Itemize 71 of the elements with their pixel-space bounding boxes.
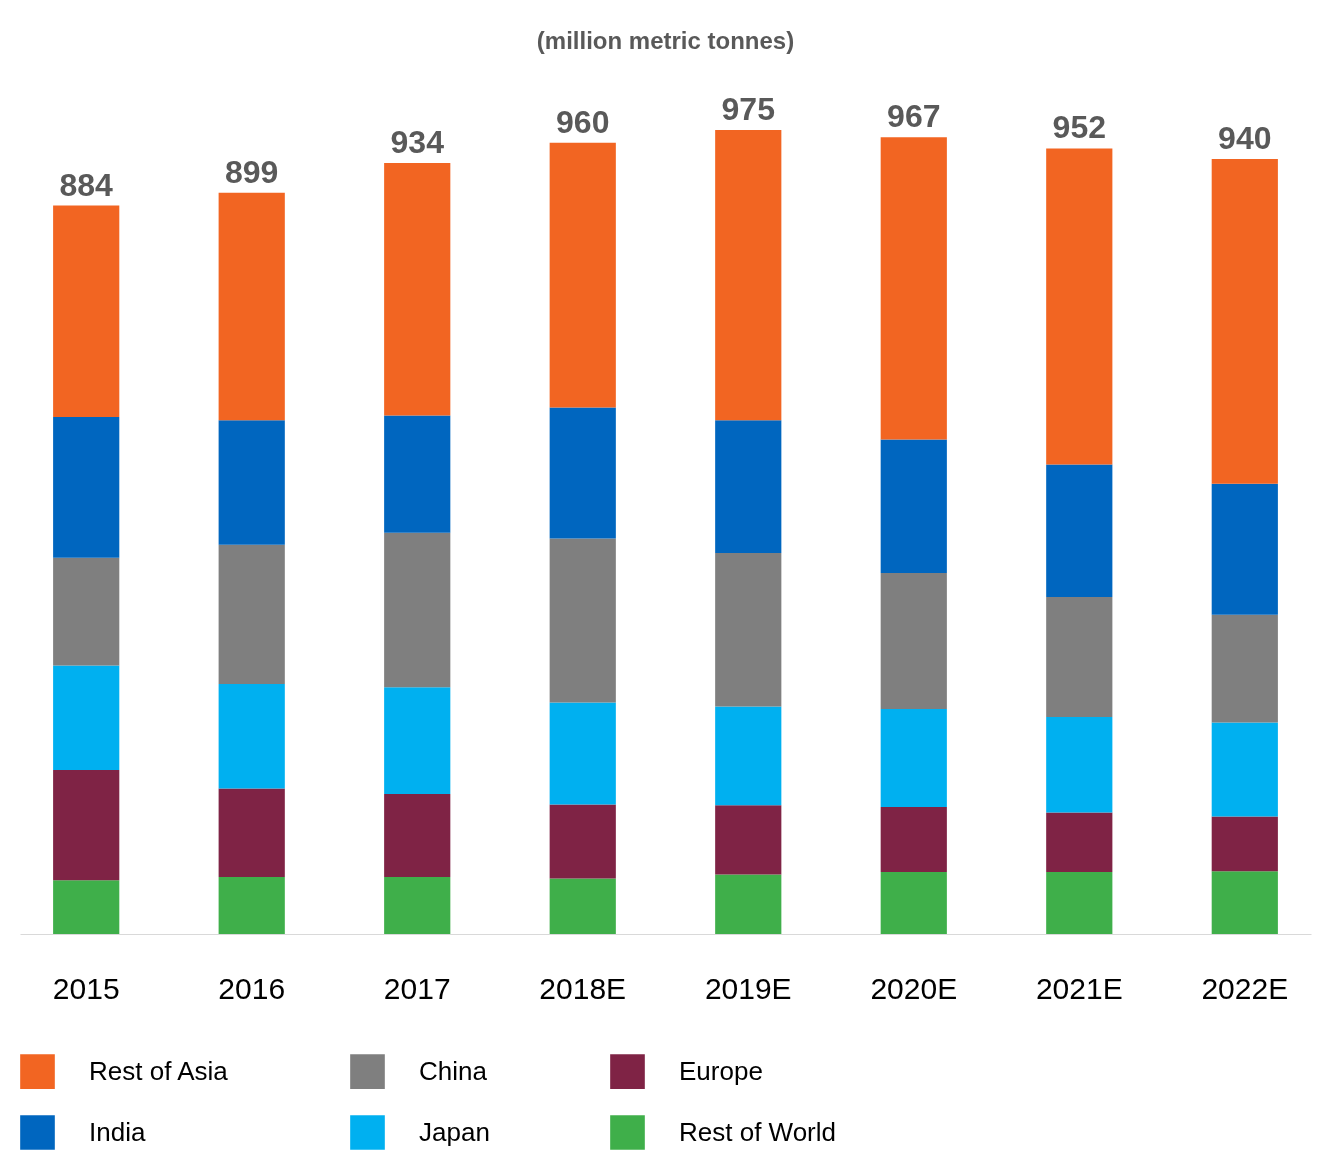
- bar: [715, 552, 782, 707]
- bar: [1211, 614, 1278, 723]
- bar: [880, 573, 947, 709]
- x-tick-label: 2015: [52, 971, 120, 1005]
- legend-label: Rest of Asia: [89, 1055, 229, 1086]
- annotation: 967: [887, 98, 941, 135]
- legend-label: Japan: [419, 1116, 490, 1147]
- x-tick-label: 2017: [383, 971, 451, 1005]
- legend-label: China: [419, 1055, 488, 1086]
- bar: [715, 805, 782, 875]
- x-tick-label: 2020E: [870, 971, 958, 1005]
- bar: [53, 880, 120, 934]
- bar: [1046, 148, 1113, 465]
- x-tick-label: 2021E: [1035, 971, 1123, 1005]
- bar: [880, 872, 947, 934]
- bar: [715, 130, 782, 421]
- bar: [1211, 816, 1278, 872]
- bar: [384, 415, 451, 533]
- bar: [384, 687, 451, 795]
- bar: [218, 876, 285, 934]
- annotation: 884: [59, 166, 114, 203]
- bar: [549, 538, 616, 703]
- annotation: 940: [1218, 119, 1272, 156]
- bar: [1211, 483, 1278, 615]
- bar: [715, 420, 782, 553]
- bar: [1046, 464, 1113, 598]
- bar: [384, 876, 451, 934]
- bar: [218, 192, 285, 421]
- bar: [715, 706, 782, 806]
- bar: [53, 665, 120, 770]
- bar: [1046, 716, 1113, 813]
- x-tick-label: 2016: [218, 971, 286, 1005]
- bar: [880, 708, 947, 807]
- bar: [715, 874, 782, 934]
- bar: [1211, 158, 1278, 484]
- x-tick-label: 2019E: [704, 971, 792, 1005]
- bar: [218, 683, 285, 789]
- bar: [880, 439, 947, 573]
- bar: [1211, 871, 1278, 934]
- bar: [549, 407, 616, 539]
- bar: [218, 788, 285, 877]
- legend-label: Rest of World: [679, 1116, 837, 1147]
- annotation: 899: [225, 153, 279, 190]
- bar: [549, 702, 616, 805]
- x-tick-label: 2018E: [539, 971, 627, 1005]
- bar: [384, 794, 451, 877]
- bar: [1046, 872, 1113, 934]
- bar: [218, 544, 285, 684]
- bar: [549, 142, 616, 408]
- legend-label: India: [89, 1116, 146, 1147]
- x-tick-label: 2022E: [1201, 971, 1289, 1005]
- bar: [53, 205, 120, 418]
- bar: [53, 417, 120, 558]
- bar: [1046, 597, 1113, 717]
- legend-label: Europe: [679, 1055, 763, 1086]
- annotation: 975: [721, 91, 775, 127]
- bar: [53, 557, 120, 666]
- bar: [549, 878, 616, 934]
- bar: [218, 420, 285, 545]
- bar: [53, 769, 120, 881]
- annotation: 952: [1052, 109, 1106, 146]
- bar: [880, 806, 947, 873]
- bar: [384, 162, 451, 416]
- bar: [549, 804, 616, 879]
- bar: [880, 137, 947, 440]
- chart-title: (million metric tonnes): [536, 27, 795, 54]
- bar: [1211, 722, 1278, 817]
- annotation: 934: [390, 123, 445, 160]
- bar: [1046, 812, 1113, 873]
- annotation: 960: [556, 103, 610, 140]
- bar: [384, 532, 451, 688]
